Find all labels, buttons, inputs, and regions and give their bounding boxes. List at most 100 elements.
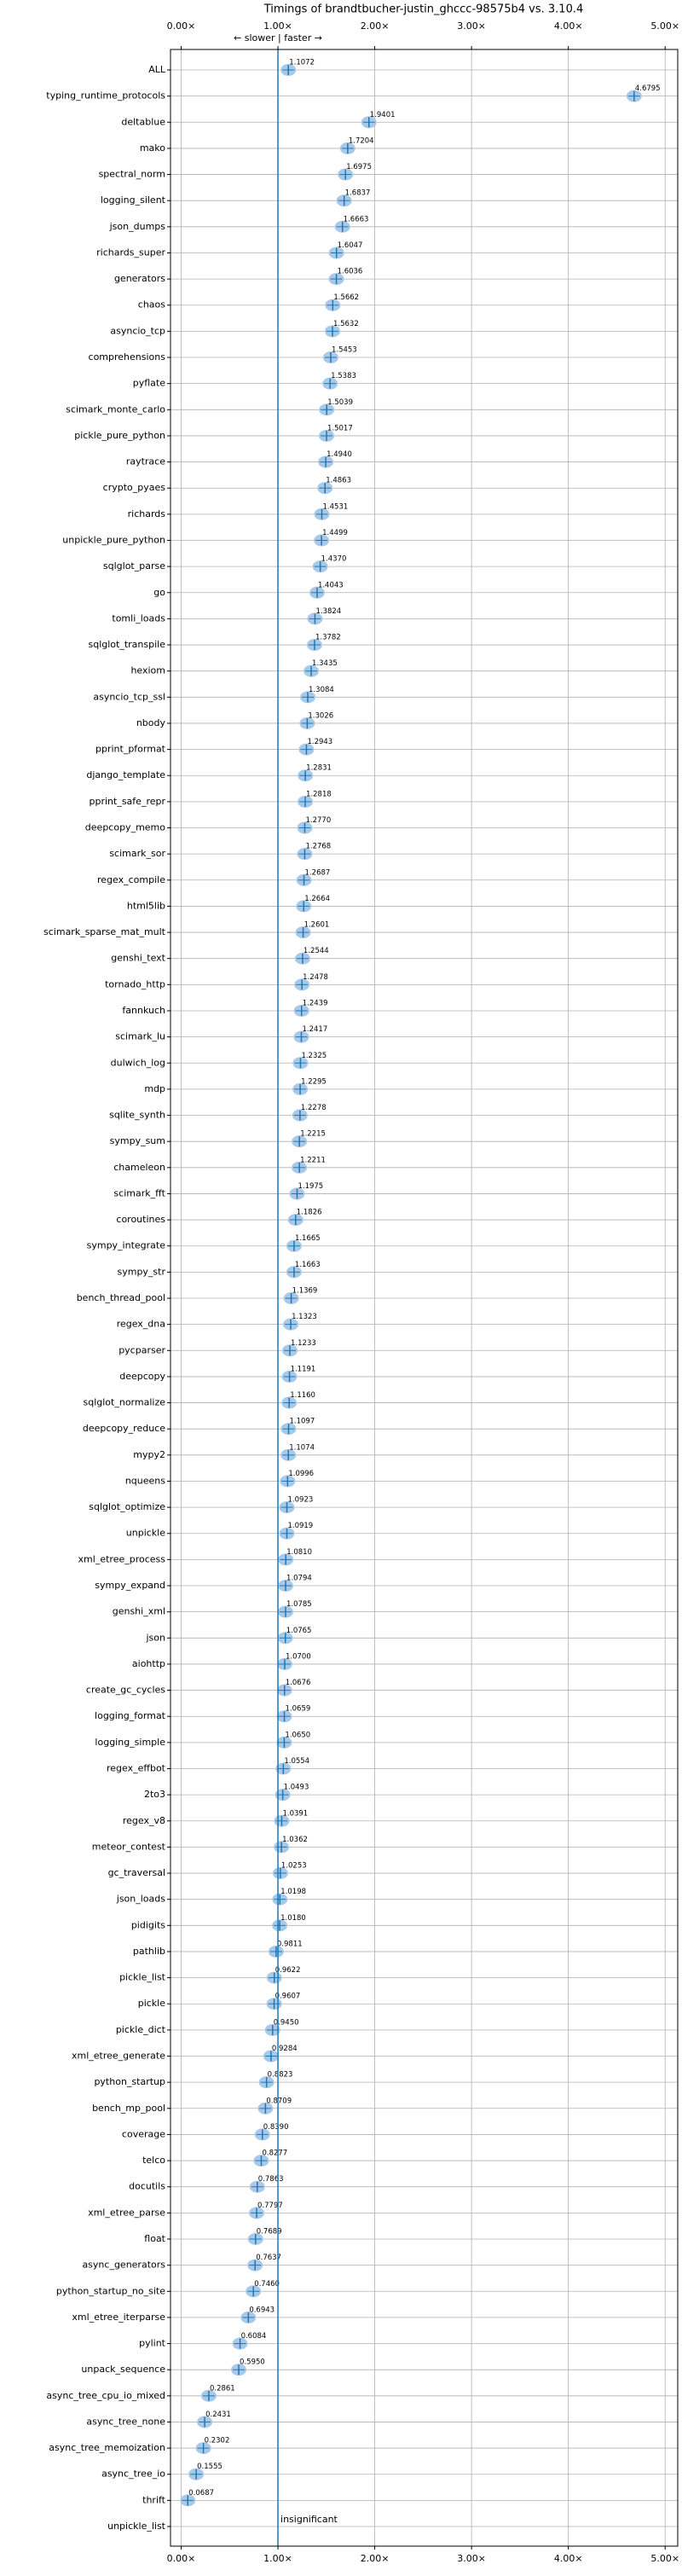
value-label: 1.5632: [333, 320, 359, 328]
value-label: 1.1233: [291, 1339, 316, 1348]
y-tick-label: coverage: [122, 2128, 165, 2139]
value-label: 1.2818: [306, 790, 332, 798]
y-tick-label: typing_runtime_protocols: [46, 90, 165, 102]
value-label: 1.0554: [284, 1757, 309, 1766]
y-tick-label: tornado_http: [105, 978, 165, 989]
value-label: 1.2831: [306, 764, 332, 773]
y-tick-label: sqlglot_transpile: [89, 639, 166, 650]
value-label: 0.7460: [254, 2280, 280, 2289]
value-label: 1.5662: [333, 293, 359, 302]
y-tick-label: pidigits: [131, 1919, 165, 1930]
value-label: 4.6795: [635, 84, 661, 93]
value-label: 1.1826: [297, 1209, 322, 1217]
y-tick-label: async_tree_none: [86, 2416, 165, 2427]
value-label: 1.5017: [327, 424, 353, 432]
x-tick-label: 1.00×: [263, 2553, 292, 2564]
y-tick-label: pyflate: [133, 378, 165, 389]
y-tick-label: generators: [114, 273, 165, 284]
y-tick-label: html5lib: [127, 900, 165, 911]
y-tick-label: pickle_list: [119, 1972, 166, 1983]
value-label: 1.0180: [280, 1914, 306, 1923]
y-tick-label: richards: [128, 508, 166, 519]
y-tick-label: chameleon: [113, 1162, 165, 1173]
y-tick-label: deepcopy_memo: [85, 822, 165, 833]
y-tick-label: logging_simple: [95, 1737, 165, 1748]
value-label: 1.0919: [287, 1522, 313, 1530]
value-label: 1.2687: [305, 868, 331, 877]
value-label: 1.4499: [322, 529, 348, 537]
y-tick-label: comprehensions: [89, 351, 166, 363]
y-tick-label: async_tree_cpu_io_mixed: [46, 2390, 165, 2401]
value-label: 0.7863: [258, 2175, 284, 2184]
y-tick-label: pickle_dict: [116, 2024, 166, 2035]
y-tick-label: pickle: [138, 1998, 166, 2009]
value-label: 1.2215: [300, 1130, 326, 1139]
y-tick-label: go: [153, 587, 165, 598]
y-tick-label: python_startup_no_site: [56, 2285, 165, 2296]
y-tick-label: sqlglot_optimize: [89, 1501, 165, 1512]
value-label: 1.0493: [284, 1784, 309, 1792]
x-tick-label: 2.00×: [361, 2553, 390, 2564]
y-tick-label: xml_etree_parse: [88, 2207, 165, 2218]
y-tick-label: meteor_contest: [92, 1841, 166, 1852]
y-tick-label: crypto_pyaes: [103, 482, 166, 493]
value-label: 1.0198: [280, 1888, 306, 1896]
value-label: 1.3026: [308, 711, 333, 720]
y-tick-label: xml_etree_iterparse: [72, 2312, 165, 2323]
y-tick-label: asyncio_tcp: [110, 325, 165, 336]
value-label: 0.9622: [275, 1966, 301, 1975]
value-label: 1.6047: [338, 241, 363, 250]
y-tick-label: unpack_sequence: [81, 2364, 165, 2375]
y-tick-label: deepcopy_reduce: [83, 1423, 165, 1434]
y-tick-label: logging_silent: [101, 194, 166, 206]
value-label: 1.1975: [298, 1182, 323, 1191]
value-label: 1.2439: [303, 999, 328, 1007]
value-label: 1.1074: [289, 1443, 315, 1452]
y-tick-label: sympy_str: [117, 1266, 165, 1277]
value-label: 1.2943: [307, 738, 332, 746]
x-tick-label: 3.00×: [457, 20, 486, 32]
value-label: 1.2478: [303, 973, 328, 982]
y-tick-label: json: [146, 1632, 166, 1643]
y-tick-label: mako: [140, 142, 165, 154]
y-tick-label: fannkuch: [122, 1005, 165, 1016]
y-tick-label: pickle_pure_python: [74, 430, 165, 441]
y-tick-label: logging_format: [95, 1710, 166, 1721]
y-tick-label: richards_super: [96, 247, 165, 258]
value-label: 1.2770: [305, 816, 331, 825]
y-tick-label: 2to3: [144, 1789, 165, 1800]
value-label: 1.0362: [282, 1836, 308, 1844]
value-label: 1.4531: [322, 502, 348, 511]
y-tick-label: unpickle: [126, 1528, 165, 1539]
value-label: 0.8709: [266, 2097, 292, 2105]
value-label: 1.0700: [286, 1652, 311, 1661]
value-label: 0.7637: [256, 2254, 281, 2262]
value-label: 1.2544: [303, 947, 329, 955]
value-label: 1.3435: [312, 659, 338, 668]
value-label: 1.2325: [301, 1052, 327, 1060]
y-tick-label: bench_thread_pool: [77, 1292, 165, 1303]
y-tick-label: json_loads: [116, 1894, 165, 1905]
value-label: 1.1191: [291, 1365, 316, 1373]
value-label: 1.2664: [304, 895, 330, 903]
value-label: 1.4370: [321, 555, 347, 564]
value-label: 1.3824: [315, 607, 341, 616]
value-label: 1.7204: [349, 136, 374, 145]
value-label: 1.0659: [286, 1705, 311, 1714]
value-label: 0.9607: [275, 1993, 301, 2001]
direction-annotation: ← slower | faster →: [234, 32, 322, 44]
y-tick-label: telco: [142, 2155, 165, 2166]
y-tick-label: unpickle_pure_python: [62, 534, 165, 545]
y-tick-label: scimark_monte_carlo: [66, 403, 165, 415]
y-tick-label: scimark_lu: [115, 1031, 165, 1042]
y-tick-label: mdp: [144, 1083, 165, 1094]
y-tick-label: regex_compile: [97, 874, 165, 885]
value-label: 0.8277: [262, 2150, 287, 2158]
x-tick-label: 3.00×: [457, 2553, 486, 2564]
y-tick-label: asyncio_tcp_ssl: [93, 691, 165, 702]
value-label: 0.6084: [241, 2332, 267, 2341]
value-label: 1.1097: [289, 1418, 315, 1426]
value-label: 0.8390: [263, 2123, 289, 2132]
value-label: 1.6975: [346, 163, 372, 171]
